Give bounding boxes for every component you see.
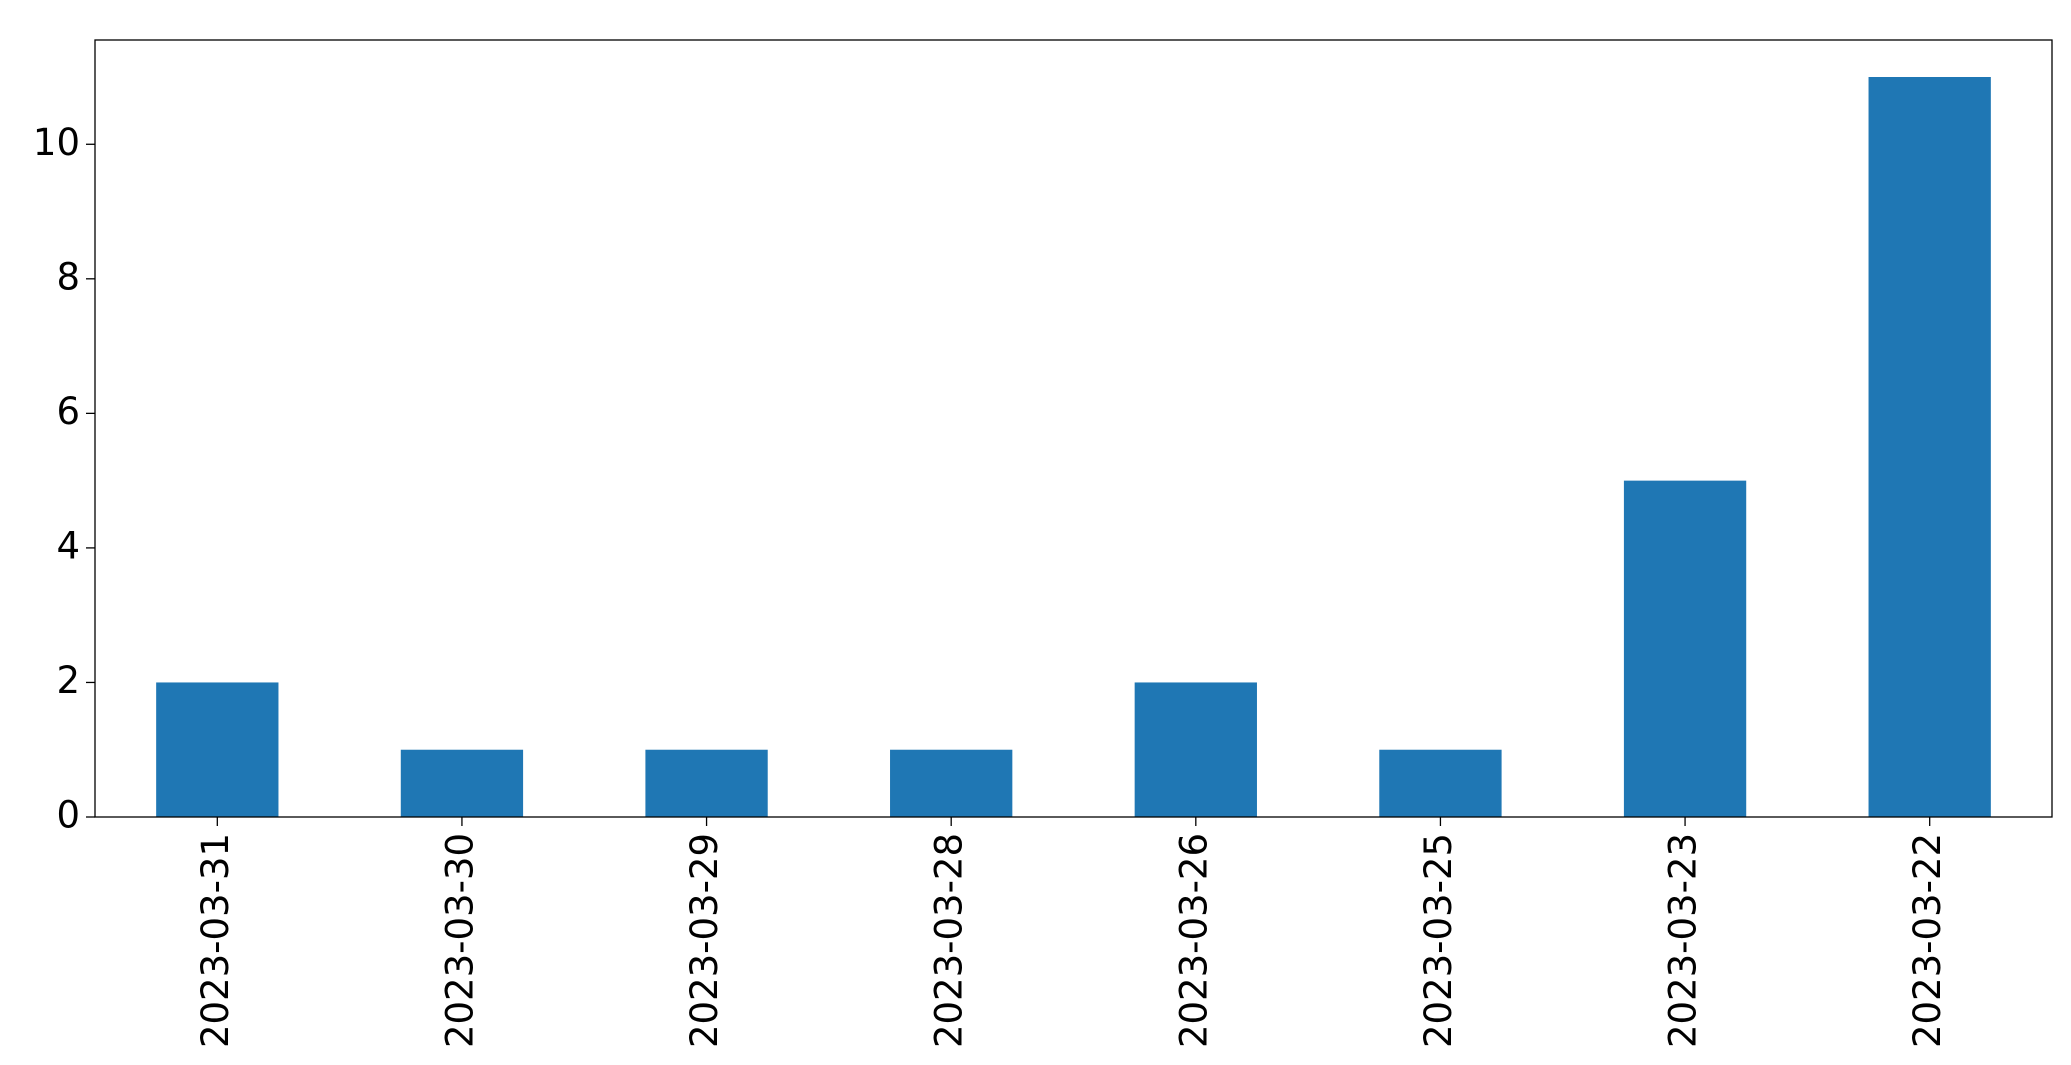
y-tick-label: 4 [56, 524, 80, 567]
bar [1868, 77, 1991, 817]
bar [890, 749, 1013, 817]
x-tick-label: 2023-03-22 [1906, 833, 1949, 1048]
y-tick-label: 0 [56, 794, 80, 837]
x-tick-label: 2023-03-31 [194, 833, 237, 1048]
bar [400, 749, 524, 817]
plot-frame [94, 39, 2053, 818]
y-tick-label: 8 [56, 255, 80, 298]
bar [156, 682, 279, 817]
x-tick-label: 2023-03-26 [1172, 833, 1215, 1048]
bar [645, 749, 768, 817]
bar [1134, 682, 1257, 817]
x-tick-label: 2023-03-30 [438, 833, 481, 1048]
x-tick-label: 2023-03-28 [928, 833, 971, 1048]
x-tick-label: 2023-03-25 [1417, 833, 1460, 1048]
y-tick-label: 6 [56, 390, 80, 433]
bar [1379, 749, 1502, 817]
x-tick-label: 2023-03-29 [683, 833, 726, 1048]
bar [1623, 480, 1747, 817]
y-tick-label: 10 [33, 121, 80, 164]
x-tick-label: 2023-03-23 [1662, 833, 1705, 1048]
y-tick-label: 2 [56, 659, 80, 702]
